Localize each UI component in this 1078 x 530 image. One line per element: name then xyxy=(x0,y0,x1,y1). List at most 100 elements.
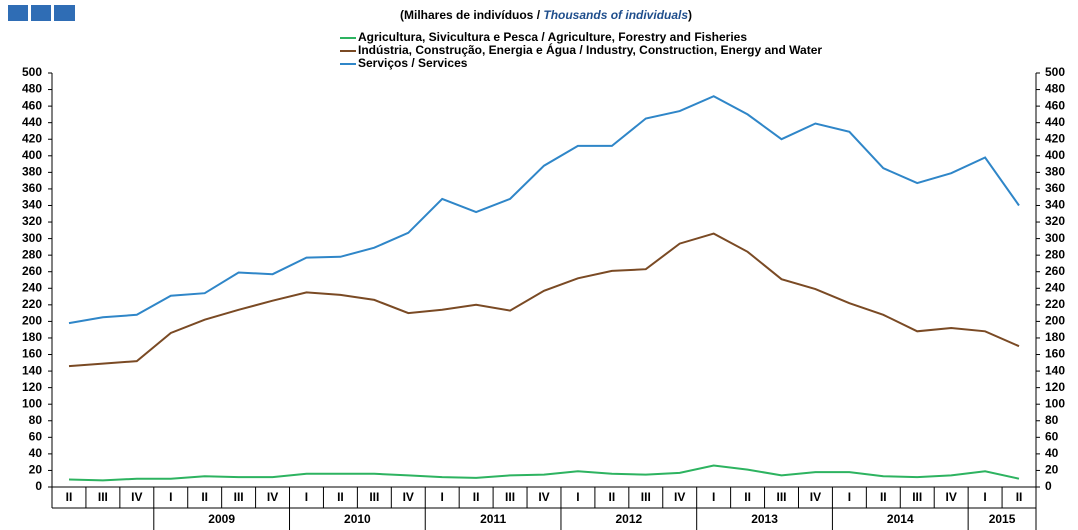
x-tick-label: II xyxy=(337,490,344,504)
x-tick-label: II xyxy=(473,490,480,504)
y2-tick-label: 300 xyxy=(1045,231,1065,245)
x-tick-label: IV xyxy=(267,490,278,504)
y-tick-label: 480 xyxy=(22,82,42,96)
y2-tick-label: 220 xyxy=(1045,297,1065,311)
y-tick-label: 60 xyxy=(29,429,43,443)
x-tick-label: I xyxy=(983,490,986,504)
y2-tick-label: 500 xyxy=(1045,65,1065,79)
x-tick-label: I xyxy=(441,490,444,504)
y-tick-label: 340 xyxy=(22,198,42,212)
logo-block xyxy=(54,5,75,21)
y-tick-label: 100 xyxy=(22,396,42,410)
y-tick-label: 20 xyxy=(29,463,43,477)
y2-tick-label: 60 xyxy=(1045,429,1059,443)
y-tick-label: 180 xyxy=(22,330,42,344)
legend-label: Serviços / Services xyxy=(358,56,468,70)
y-tick-label: 160 xyxy=(22,347,42,361)
subtitle-part: ) xyxy=(688,8,692,22)
y2-tick-label: 280 xyxy=(1045,247,1065,261)
y2-tick-label: 380 xyxy=(1045,165,1065,179)
x-tick-label: II xyxy=(201,490,208,504)
y-tick-label: 380 xyxy=(22,165,42,179)
year-label: 2010 xyxy=(344,512,371,526)
year-label: 2014 xyxy=(887,512,914,526)
series-line xyxy=(68,232,1020,368)
x-tick-label: II xyxy=(744,490,751,504)
y-tick-label: 220 xyxy=(22,297,42,311)
y2-tick-label: 160 xyxy=(1045,347,1065,361)
chart-subtitle: (Milhares de indivíduos / Thousands of i… xyxy=(400,8,692,22)
x-tick-label: III xyxy=(505,490,515,504)
x-tick-label: II xyxy=(609,490,616,504)
y2-tick-label: 100 xyxy=(1045,396,1065,410)
logo-block xyxy=(8,5,28,21)
x-tick-label: I xyxy=(848,490,851,504)
y-tick-label: 0 xyxy=(35,479,42,493)
series-line xyxy=(68,95,1020,325)
y2-tick-label: 340 xyxy=(1045,198,1065,212)
y2-tick-label: 460 xyxy=(1045,98,1065,112)
year-label: 2015 xyxy=(989,512,1016,526)
year-label: 2013 xyxy=(751,512,778,526)
x-tick-label: IV xyxy=(946,490,957,504)
x-tick-label: III xyxy=(912,490,922,504)
series-line xyxy=(68,464,1020,482)
y2-tick-label: 0 xyxy=(1045,479,1052,493)
y-tick-label: 240 xyxy=(22,280,42,294)
y-tick-label: 360 xyxy=(22,181,42,195)
subtitle-part: Thousands of individuals xyxy=(543,8,688,22)
y-tick-label: 120 xyxy=(22,380,42,394)
x-tick-label: III xyxy=(777,490,787,504)
y-tick-label: 140 xyxy=(22,363,42,377)
y-tick-label: 400 xyxy=(22,148,42,162)
y2-tick-label: 360 xyxy=(1045,181,1065,195)
logo-block xyxy=(31,5,51,21)
x-tick-label: I xyxy=(305,490,308,504)
y2-tick-label: 140 xyxy=(1045,363,1065,377)
x-tick-label: IV xyxy=(810,490,821,504)
x-tick-label: IV xyxy=(131,490,142,504)
year-label: 2011 xyxy=(480,512,506,526)
y-tick-label: 500 xyxy=(22,65,42,79)
y2-tick-label: 240 xyxy=(1045,280,1065,294)
x-tick-label: II xyxy=(1016,490,1023,504)
y-tick-label: 200 xyxy=(22,314,42,328)
x-tick-label: III xyxy=(369,490,379,504)
x-tick-label: III xyxy=(98,490,108,504)
year-label: 2009 xyxy=(208,512,235,526)
legend-label: Agricultura, Sivicultura e Pesca / Agric… xyxy=(358,30,747,44)
y2-tick-label: 180 xyxy=(1045,330,1065,344)
y-tick-label: 320 xyxy=(22,214,42,228)
x-tick-label: II xyxy=(880,490,887,504)
y-tick-label: 460 xyxy=(22,98,42,112)
y2-tick-label: 80 xyxy=(1045,413,1059,427)
x-tick-label: I xyxy=(712,490,715,504)
y2-tick-label: 20 xyxy=(1045,463,1059,477)
y2-tick-label: 120 xyxy=(1045,380,1065,394)
year-label: 2012 xyxy=(615,512,642,526)
y-tick-label: 420 xyxy=(22,131,42,145)
x-tick-label: IV xyxy=(674,490,685,504)
y2-tick-label: 400 xyxy=(1045,148,1065,162)
x-tick-label: III xyxy=(234,490,244,504)
y2-tick-label: 420 xyxy=(1045,131,1065,145)
y-tick-label: 80 xyxy=(29,413,43,427)
y-tick-label: 300 xyxy=(22,231,42,245)
y2-tick-label: 480 xyxy=(1045,82,1065,96)
y-tick-label: 280 xyxy=(22,247,42,261)
y-tick-label: 260 xyxy=(22,264,42,278)
subtitle-part: (Milhares de indivíduos / xyxy=(400,8,543,22)
y2-tick-label: 200 xyxy=(1045,314,1065,328)
x-tick-label: I xyxy=(169,490,172,504)
x-tick-label: II xyxy=(66,490,73,504)
y2-tick-label: 440 xyxy=(1045,115,1065,129)
x-tick-label: IV xyxy=(403,490,414,504)
x-tick-label: III xyxy=(641,490,651,504)
y2-tick-label: 320 xyxy=(1045,214,1065,228)
x-tick-label: IV xyxy=(538,490,549,504)
y-tick-label: 440 xyxy=(22,115,42,129)
x-tick-label: I xyxy=(576,490,579,504)
y2-tick-label: 260 xyxy=(1045,264,1065,278)
legend-label: Indústria, Construção, Energia e Água / … xyxy=(358,42,822,57)
